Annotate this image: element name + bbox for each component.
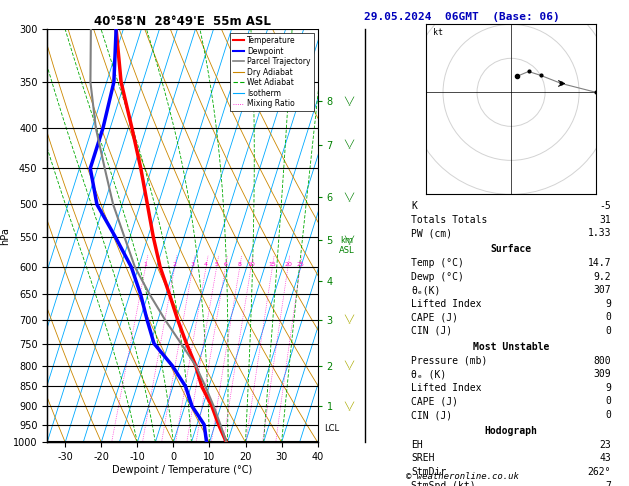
- Text: Pressure (mb): Pressure (mb): [411, 356, 487, 365]
- Text: θₑ (K): θₑ (K): [411, 369, 447, 379]
- Text: 4: 4: [204, 262, 208, 267]
- Text: ╲╱: ╲╱: [344, 96, 354, 106]
- Text: CAPE (J): CAPE (J): [411, 312, 459, 322]
- Text: K: K: [411, 201, 417, 211]
- X-axis label: Dewpoint / Temperature (°C): Dewpoint / Temperature (°C): [113, 465, 252, 475]
- Text: 800: 800: [593, 356, 611, 365]
- Text: 6: 6: [223, 262, 228, 267]
- Text: ╲╱: ╲╱: [344, 361, 354, 370]
- Text: PW (cm): PW (cm): [411, 228, 452, 238]
- Text: SREH: SREH: [411, 453, 435, 463]
- Text: ╲╱: ╲╱: [344, 401, 354, 411]
- Text: 29.05.2024  06GMT  (Base: 06): 29.05.2024 06GMT (Base: 06): [364, 12, 560, 22]
- Text: CAPE (J): CAPE (J): [411, 397, 459, 406]
- Text: 8: 8: [238, 262, 242, 267]
- Text: 14.7: 14.7: [587, 258, 611, 268]
- Text: 0: 0: [605, 312, 611, 322]
- Text: kt: kt: [433, 28, 443, 36]
- Text: 9.2: 9.2: [593, 272, 611, 281]
- Text: 9: 9: [605, 299, 611, 309]
- Text: θₑ(K): θₑ(K): [411, 285, 441, 295]
- Text: 309: 309: [593, 369, 611, 379]
- Text: © weatheronline.co.uk: © weatheronline.co.uk: [406, 472, 519, 481]
- Text: Hodograph: Hodograph: [484, 426, 538, 436]
- Text: Most Unstable: Most Unstable: [473, 342, 549, 352]
- Title: 40°58'N  28°49'E  55m ASL: 40°58'N 28°49'E 55m ASL: [94, 15, 271, 28]
- Y-axis label: hPa: hPa: [0, 227, 10, 244]
- Text: ╲╱: ╲╱: [344, 193, 354, 202]
- Text: 9: 9: [605, 383, 611, 393]
- Text: StmDir: StmDir: [411, 467, 447, 477]
- Text: 23: 23: [599, 440, 611, 450]
- Text: 1: 1: [143, 262, 147, 267]
- Text: Surface: Surface: [491, 244, 532, 254]
- Text: Temp (°C): Temp (°C): [411, 258, 464, 268]
- Legend: Temperature, Dewpoint, Parcel Trajectory, Dry Adiabat, Wet Adiabat, Isotherm, Mi: Temperature, Dewpoint, Parcel Trajectory…: [230, 33, 314, 111]
- Text: 1.33: 1.33: [587, 228, 611, 238]
- Text: CIN (J): CIN (J): [411, 410, 452, 420]
- Text: 0: 0: [605, 326, 611, 336]
- Text: 7: 7: [605, 481, 611, 486]
- Text: 262°: 262°: [587, 467, 611, 477]
- Text: Lifted Index: Lifted Index: [411, 299, 482, 309]
- Text: 15: 15: [269, 262, 276, 267]
- Text: ╲╱: ╲╱: [344, 236, 354, 245]
- Text: -5: -5: [599, 201, 611, 211]
- Text: 31: 31: [599, 215, 611, 225]
- Text: 43: 43: [599, 453, 611, 463]
- Text: ╲╱: ╲╱: [344, 140, 354, 149]
- Text: 307: 307: [593, 285, 611, 295]
- Text: 3: 3: [191, 262, 195, 267]
- Text: StmSpd (kt): StmSpd (kt): [411, 481, 476, 486]
- Text: 10: 10: [247, 262, 255, 267]
- Text: CIN (J): CIN (J): [411, 326, 452, 336]
- Text: 5: 5: [214, 262, 219, 267]
- Text: LCL: LCL: [325, 424, 340, 433]
- Y-axis label: km
ASL: km ASL: [339, 236, 355, 255]
- Text: Dewp (°C): Dewp (°C): [411, 272, 464, 281]
- Text: 0: 0: [605, 397, 611, 406]
- Text: ╲╱: ╲╱: [344, 315, 354, 325]
- Text: EH: EH: [411, 440, 423, 450]
- Text: 2: 2: [173, 262, 177, 267]
- Text: Totals Totals: Totals Totals: [411, 215, 487, 225]
- Text: Lifted Index: Lifted Index: [411, 383, 482, 393]
- Text: 25: 25: [296, 262, 304, 267]
- Text: 20: 20: [284, 262, 292, 267]
- Text: 0: 0: [605, 410, 611, 420]
